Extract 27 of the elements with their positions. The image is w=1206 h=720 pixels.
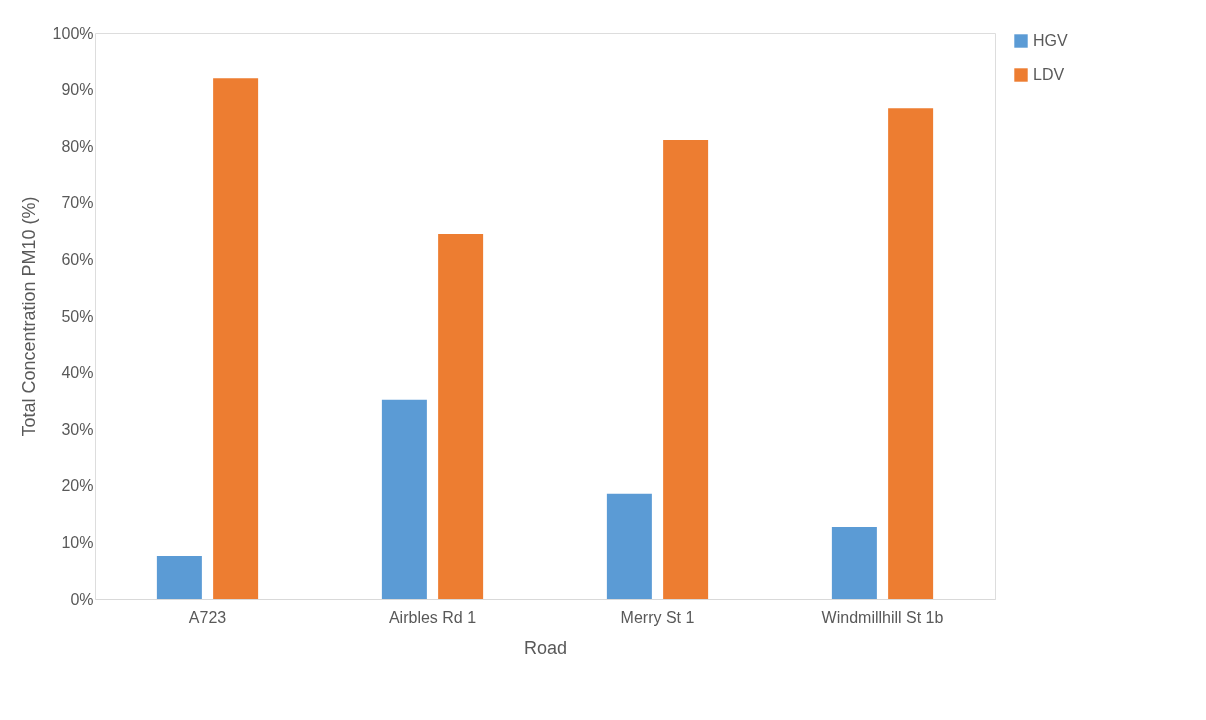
bar [156, 555, 202, 599]
bar [888, 108, 934, 599]
y-tick-label: 80% [61, 137, 94, 155]
y-tick-label: 100% [52, 24, 94, 42]
x-tick-label: A723 [188, 608, 227, 626]
y-tick-label: 70% [61, 194, 94, 212]
legend-label: HGV [1033, 32, 1068, 49]
bar [663, 139, 709, 599]
x-tick-label: Airbles Rd 1 [388, 608, 477, 626]
y-tick-label: 60% [61, 250, 94, 268]
bar [381, 399, 427, 599]
bar [606, 493, 652, 599]
y-tick-label: 50% [61, 307, 94, 325]
x-axis-title: Road [523, 637, 568, 658]
bar [213, 78, 259, 599]
y-tick-label: 10% [61, 533, 94, 551]
y-tick-label: 30% [61, 420, 94, 438]
y-axis-title: Total Concentration PM10 (%) [18, 196, 39, 437]
y-tick-label: 20% [61, 477, 94, 495]
bar [831, 527, 877, 599]
y-tick-label: 0% [70, 590, 94, 608]
x-tick-label: Windmillhill St 1b [821, 608, 944, 626]
legend-label: LDV [1033, 66, 1065, 83]
y-tick-label: 90% [61, 81, 94, 99]
x-tick-label: Merry St 1 [620, 608, 695, 626]
bar [438, 233, 484, 599]
y-tick-label: 40% [61, 364, 94, 382]
